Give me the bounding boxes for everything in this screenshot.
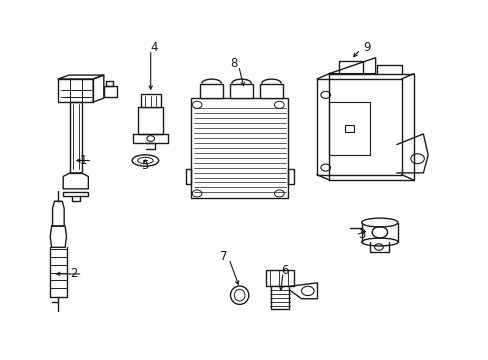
Text: 7: 7 bbox=[220, 250, 227, 263]
Text: 9: 9 bbox=[362, 41, 370, 54]
Bar bbox=[229, 84, 253, 99]
Text: 6: 6 bbox=[280, 264, 287, 277]
Bar bbox=[260, 84, 283, 99]
Text: 5: 5 bbox=[141, 159, 149, 172]
Text: 1: 1 bbox=[80, 154, 87, 167]
Bar bbox=[70, 102, 81, 173]
Bar bbox=[140, 94, 161, 107]
Bar bbox=[328, 102, 369, 155]
Text: 4: 4 bbox=[150, 41, 158, 54]
Bar bbox=[138, 107, 163, 134]
Bar bbox=[103, 86, 117, 98]
Bar bbox=[191, 99, 287, 198]
Bar bbox=[200, 84, 223, 99]
Text: 2: 2 bbox=[70, 267, 78, 280]
Bar bbox=[345, 125, 353, 132]
Bar bbox=[63, 192, 88, 196]
Text: 8: 8 bbox=[229, 57, 237, 69]
Bar bbox=[265, 270, 294, 286]
Text: 3: 3 bbox=[357, 229, 365, 242]
Bar bbox=[270, 286, 289, 309]
